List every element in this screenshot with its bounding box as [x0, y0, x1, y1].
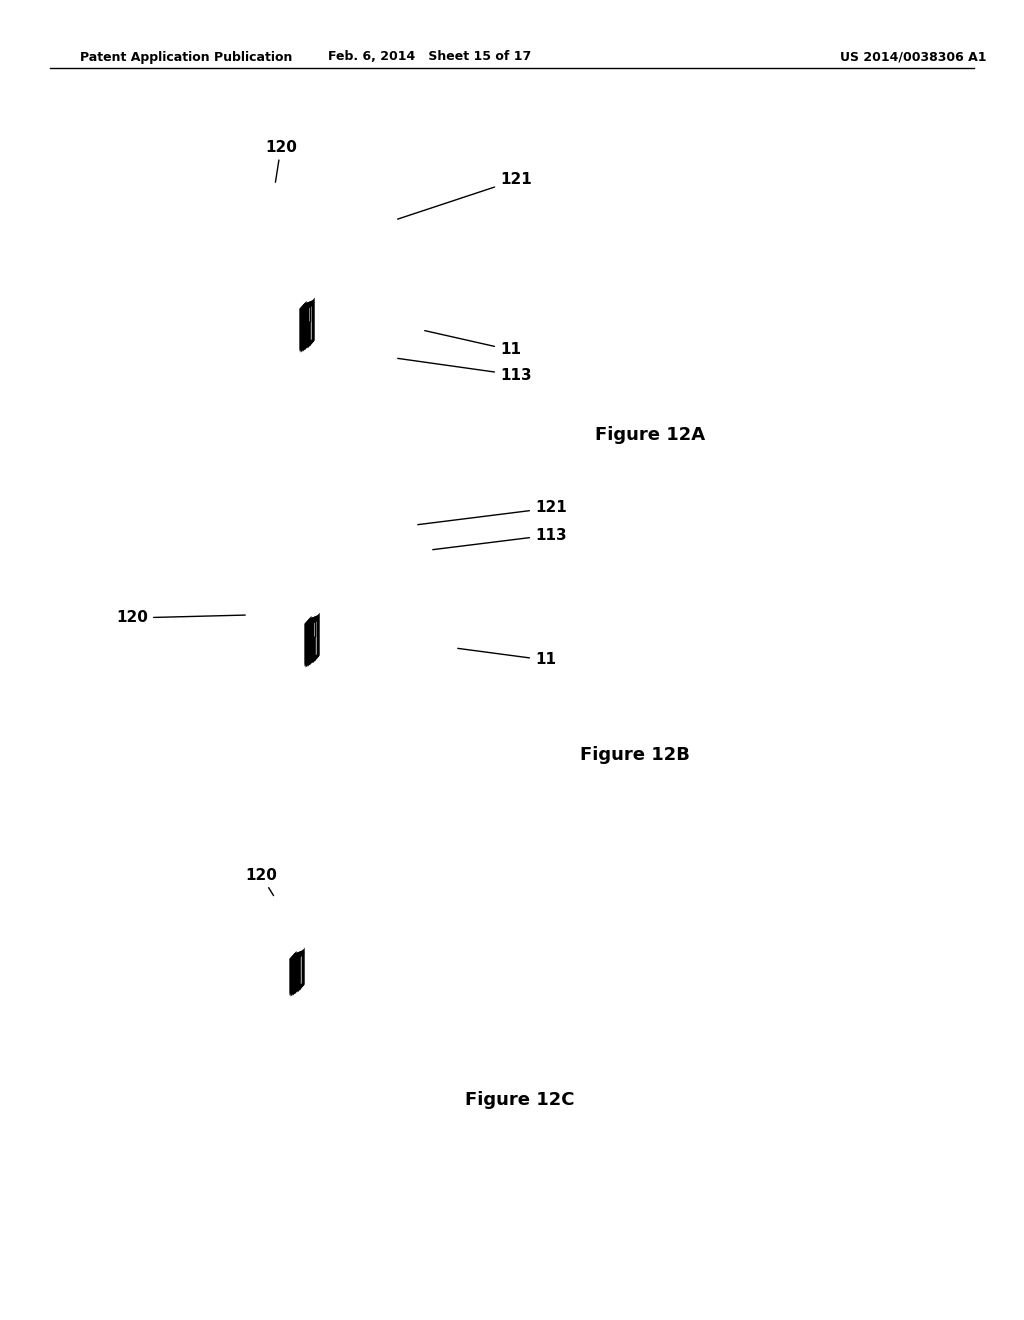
- Polygon shape: [307, 618, 316, 623]
- Polygon shape: [313, 619, 315, 639]
- Text: 11: 11: [425, 330, 521, 358]
- Polygon shape: [291, 983, 303, 993]
- Text: 113: 113: [397, 359, 531, 383]
- Text: Figure 12A: Figure 12A: [595, 426, 706, 444]
- Text: 120: 120: [116, 610, 245, 626]
- Polygon shape: [295, 958, 296, 990]
- Polygon shape: [291, 954, 295, 991]
- Text: 121: 121: [397, 173, 531, 219]
- Polygon shape: [306, 624, 308, 663]
- Polygon shape: [305, 308, 306, 347]
- Text: Figure 12C: Figure 12C: [465, 1092, 574, 1109]
- Polygon shape: [291, 958, 293, 991]
- Polygon shape: [306, 304, 308, 325]
- Polygon shape: [301, 309, 303, 347]
- Polygon shape: [305, 304, 308, 308]
- Polygon shape: [309, 623, 310, 663]
- Polygon shape: [292, 960, 293, 993]
- Polygon shape: [310, 619, 312, 640]
- Polygon shape: [297, 953, 300, 956]
- Polygon shape: [297, 956, 299, 989]
- Polygon shape: [311, 619, 314, 640]
- Text: 120: 120: [245, 867, 276, 896]
- Polygon shape: [304, 309, 305, 347]
- Polygon shape: [306, 655, 318, 664]
- Text: 121: 121: [418, 500, 566, 524]
- Polygon shape: [292, 960, 294, 993]
- Polygon shape: [307, 624, 308, 663]
- Polygon shape: [301, 302, 313, 310]
- Polygon shape: [304, 305, 307, 308]
- Polygon shape: [304, 305, 307, 326]
- Text: Figure 12B: Figure 12B: [580, 746, 690, 764]
- Polygon shape: [291, 952, 303, 961]
- Text: US 2014/0038306 A1: US 2014/0038306 A1: [840, 50, 986, 63]
- Polygon shape: [294, 954, 298, 957]
- Polygon shape: [292, 960, 293, 991]
- Polygon shape: [312, 619, 315, 622]
- Polygon shape: [310, 623, 311, 661]
- Polygon shape: [299, 952, 303, 989]
- Polygon shape: [302, 310, 304, 348]
- Polygon shape: [307, 304, 310, 306]
- Polygon shape: [301, 305, 305, 347]
- Polygon shape: [309, 620, 311, 640]
- Text: Patent Application Publication: Patent Application Publication: [80, 50, 293, 63]
- Polygon shape: [310, 619, 312, 623]
- Polygon shape: [306, 620, 310, 663]
- Polygon shape: [301, 339, 313, 348]
- Polygon shape: [302, 309, 303, 348]
- Text: Feb. 6, 2014   Sheet 15 of 17: Feb. 6, 2014 Sheet 15 of 17: [329, 50, 531, 63]
- Polygon shape: [311, 619, 314, 622]
- Text: 113: 113: [433, 528, 566, 549]
- Polygon shape: [307, 306, 309, 345]
- Polygon shape: [307, 624, 309, 664]
- Polygon shape: [294, 958, 295, 991]
- Text: 11: 11: [458, 648, 556, 668]
- Polygon shape: [314, 616, 318, 659]
- Polygon shape: [309, 302, 313, 345]
- Polygon shape: [306, 616, 318, 626]
- Polygon shape: [308, 304, 310, 325]
- Polygon shape: [302, 309, 303, 347]
- Polygon shape: [307, 624, 308, 664]
- Polygon shape: [308, 620, 311, 623]
- Polygon shape: [312, 622, 314, 660]
- Text: 120: 120: [265, 140, 297, 182]
- Polygon shape: [303, 302, 311, 309]
